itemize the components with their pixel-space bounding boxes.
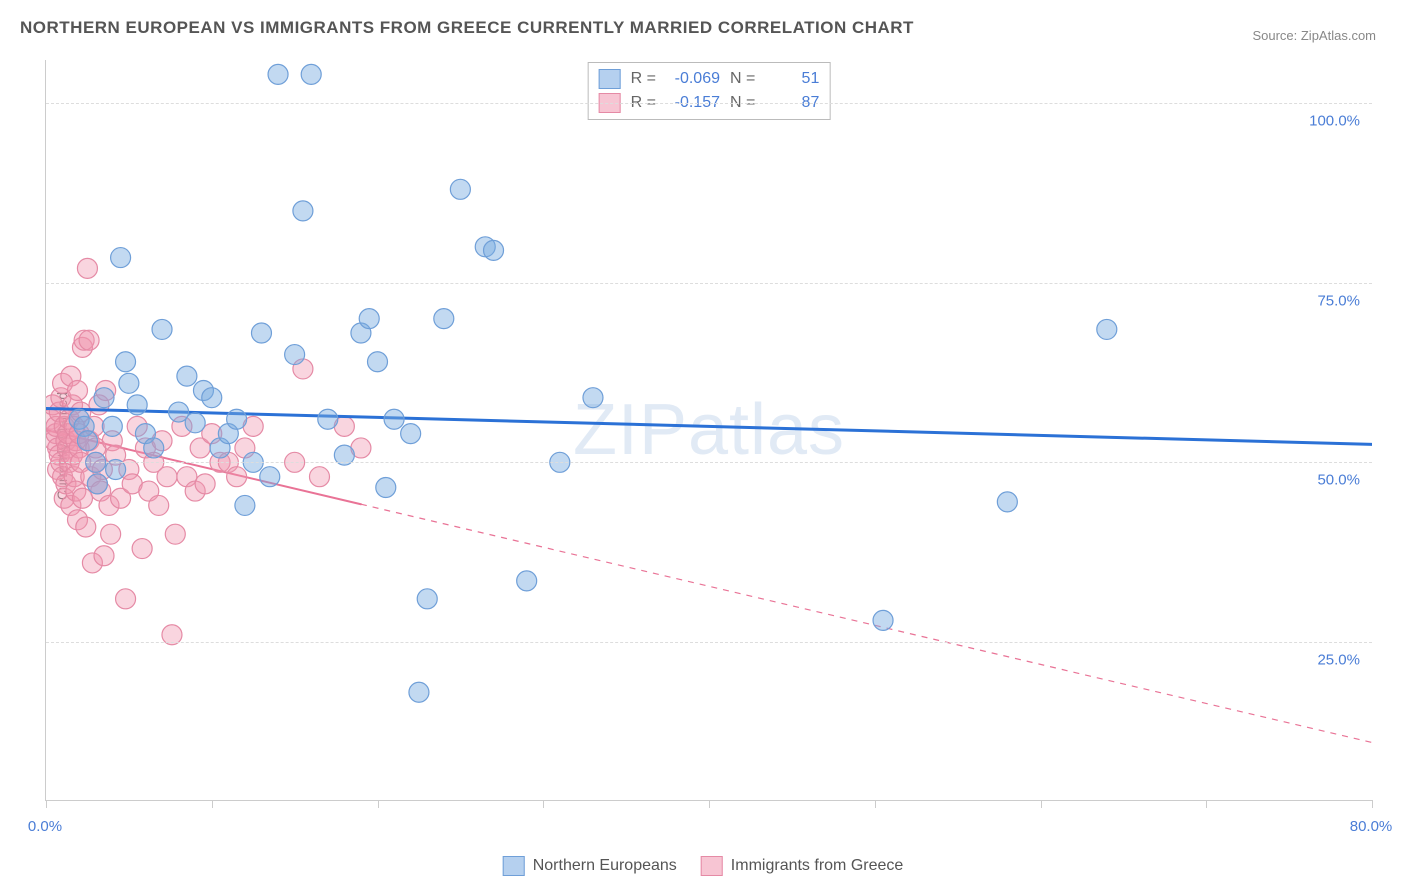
xtick bbox=[709, 800, 710, 808]
legend-swatch-pink-icon bbox=[701, 856, 723, 876]
legend-item-pink: Immigrants from Greece bbox=[701, 856, 903, 876]
plot-area: ZIPatlas R = -0.069 N = 51 R = -0.157 N … bbox=[45, 60, 1372, 801]
stat-n-label: N = bbox=[730, 70, 755, 88]
gridline bbox=[46, 283, 1372, 284]
stats-row-blue: R = -0.069 N = 51 bbox=[599, 67, 820, 91]
xtick bbox=[875, 800, 876, 808]
stat-r-label: R = bbox=[631, 70, 656, 88]
source-label: Source: ZipAtlas.com bbox=[1252, 28, 1376, 43]
ytick-label: 100.0% bbox=[1309, 113, 1360, 130]
ytick-label: 50.0% bbox=[1317, 472, 1360, 489]
xtick bbox=[543, 800, 544, 808]
xtick bbox=[46, 800, 47, 808]
xtick-label: 0.0% bbox=[28, 818, 62, 835]
legend-swatch-blue-icon bbox=[503, 856, 525, 876]
bottom-legend: Northern Europeans Immigrants from Greec… bbox=[503, 856, 904, 876]
xtick bbox=[1041, 800, 1042, 808]
ytick-label: 75.0% bbox=[1317, 292, 1360, 309]
gridline bbox=[46, 103, 1372, 104]
swatch-blue-icon bbox=[599, 69, 621, 89]
stat-n-blue: 51 bbox=[761, 70, 819, 88]
stat-r-blue: -0.069 bbox=[662, 70, 720, 88]
legend-item-blue: Northern Europeans bbox=[503, 856, 677, 876]
xtick bbox=[1372, 800, 1373, 808]
legend-label-blue: Northern Europeans bbox=[533, 857, 677, 875]
legend-label-pink: Immigrants from Greece bbox=[731, 857, 903, 875]
chart-title: NORTHERN EUROPEAN VS IMMIGRANTS FROM GRE… bbox=[20, 18, 914, 38]
gridline bbox=[46, 642, 1372, 643]
xtick-label: 80.0% bbox=[1350, 818, 1393, 835]
chart-svg bbox=[46, 60, 1372, 800]
ytick-label: 25.0% bbox=[1317, 651, 1360, 668]
stats-box: R = -0.069 N = 51 R = -0.157 N = 87 bbox=[588, 62, 831, 120]
xtick bbox=[212, 800, 213, 808]
gridline bbox=[46, 462, 1372, 463]
xtick bbox=[1206, 800, 1207, 808]
xtick bbox=[378, 800, 379, 808]
